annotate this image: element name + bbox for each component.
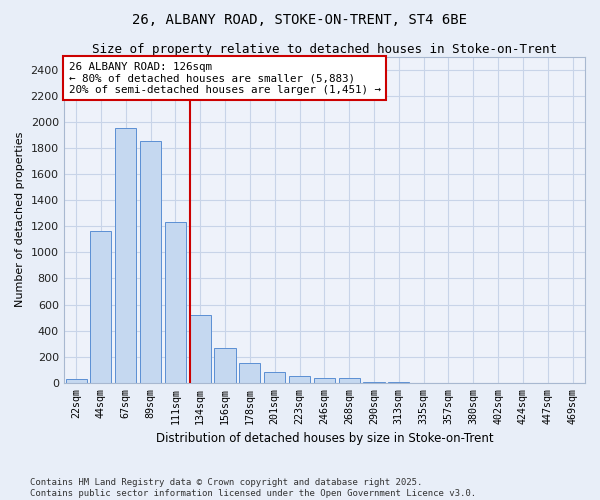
Bar — [239, 363, 260, 383]
Y-axis label: Number of detached properties: Number of detached properties — [15, 132, 25, 308]
Text: Contains HM Land Registry data © Crown copyright and database right 2025.
Contai: Contains HM Land Registry data © Crown c… — [30, 478, 476, 498]
Text: 26 ALBANY ROAD: 126sqm
← 80% of detached houses are smaller (5,883)
20% of semi-: 26 ALBANY ROAD: 126sqm ← 80% of detached… — [69, 62, 381, 95]
Text: 26, ALBANY ROAD, STOKE-ON-TRENT, ST4 6BE: 26, ALBANY ROAD, STOKE-ON-TRENT, ST4 6BE — [133, 12, 467, 26]
Bar — [165, 222, 186, 383]
Bar — [91, 232, 112, 383]
Bar — [214, 348, 236, 383]
Bar — [140, 142, 161, 383]
Bar — [264, 372, 285, 383]
Bar — [190, 315, 211, 383]
Bar — [364, 382, 385, 383]
Bar — [65, 379, 86, 383]
Bar — [338, 378, 360, 383]
Bar — [289, 376, 310, 383]
X-axis label: Distribution of detached houses by size in Stoke-on-Trent: Distribution of detached houses by size … — [155, 432, 493, 445]
Title: Size of property relative to detached houses in Stoke-on-Trent: Size of property relative to detached ho… — [92, 42, 557, 56]
Bar — [314, 378, 335, 383]
Bar — [388, 382, 409, 383]
Bar — [115, 128, 136, 383]
